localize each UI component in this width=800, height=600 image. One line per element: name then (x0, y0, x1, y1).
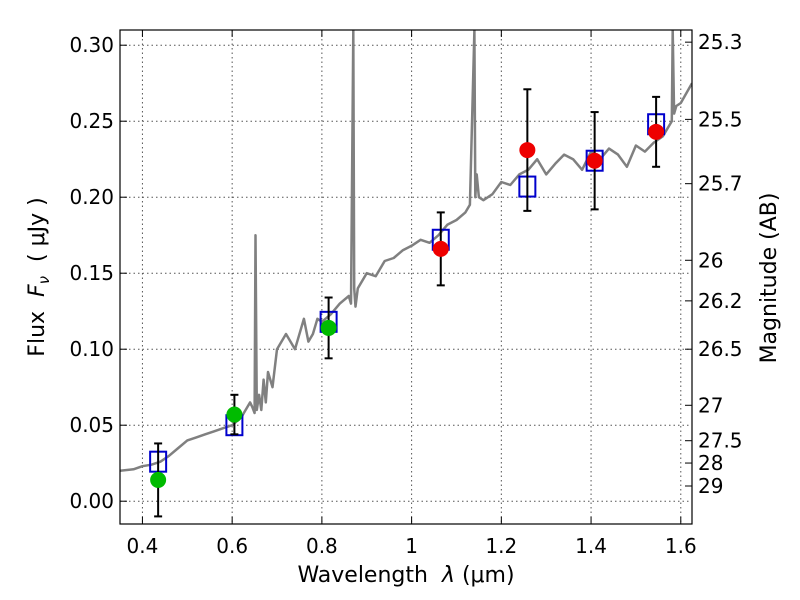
magnitude-axis-label: Magnitude (AB) (757, 193, 782, 364)
template-spectrum-line (120, 30, 692, 473)
nir-data-point (648, 123, 665, 140)
x-tick-label: 0.6 (216, 534, 248, 558)
magnitude-tick-label: 29 (698, 474, 723, 498)
y-tick-label: 0.20 (69, 185, 114, 209)
magnitude-tick-label: 27 (698, 393, 723, 417)
y-tick-label: 0.05 (69, 413, 114, 437)
y-tick-label: 0.10 (69, 337, 114, 361)
magnitude-tick-label: 26 (698, 248, 723, 272)
x-tick-label: 1.6 (665, 534, 697, 558)
x-tick-label: 0.4 (127, 534, 159, 558)
x-tick-label: 1 (405, 534, 418, 558)
nir-data-point (432, 240, 449, 257)
nir-data-point (586, 152, 603, 169)
magnitude-tick-label: 25.7 (698, 172, 743, 196)
y-tick-label: 0.15 (69, 261, 114, 285)
y-tick-label: 0.30 (69, 33, 114, 57)
y-tick-label: 0.00 (69, 489, 114, 513)
nir-data-point (519, 142, 536, 159)
magnitude-tick-label: 25.3 (698, 30, 743, 54)
x-tick-label: 1.4 (575, 534, 607, 558)
y-tick-label: 0.25 (69, 109, 114, 133)
x-tick-label: 0.8 (306, 534, 338, 558)
magnitude-tick-label: 25.5 (698, 107, 743, 131)
grid-lines (120, 30, 692, 524)
plot-area (120, 30, 692, 518)
magnitude-tick-label: 26.2 (698, 289, 743, 313)
magnitude-tick-label: 27.5 (698, 429, 743, 453)
magnitude-tick-label: 28 (698, 451, 723, 475)
optical-data-point (226, 406, 243, 423)
y-axis-label: Flux Fν ( μJy ) (25, 197, 53, 356)
x-axis-label: Wavelength λ (μm) (297, 563, 514, 588)
plot-frame (119, 29, 693, 525)
axes: 0.4 0.6 0.8 1 1.2 1.4 1.6 0.00 0.05 0.10 0.15 0.20 0… (69, 30, 743, 558)
magnitude-tick-label: 26.5 (698, 337, 743, 361)
x-tick-label: 1.2 (485, 534, 517, 558)
optical-data-point (150, 471, 167, 488)
optical-data-point (320, 319, 337, 336)
